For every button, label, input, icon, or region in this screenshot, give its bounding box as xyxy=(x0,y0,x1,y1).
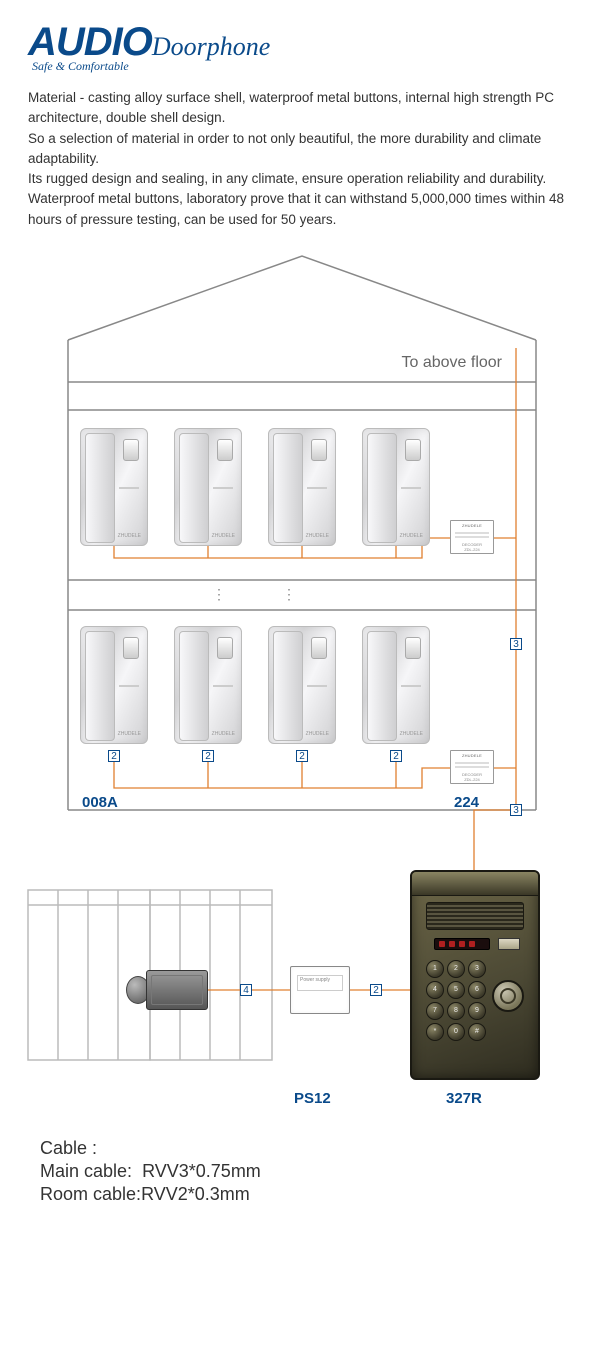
keypad-key: # xyxy=(468,1023,486,1041)
indoor-handset: ZHUDELE xyxy=(362,626,430,744)
ellipsis-icon: ⋮ xyxy=(282,586,304,603)
cable-room: Room cable:RVV2*0.3mm xyxy=(40,1184,580,1205)
cable-main: Main cable: RVV3*0.75mm xyxy=(40,1161,580,1182)
indoor-handset: ZHUDELE xyxy=(362,428,430,546)
pin-label-main: 3 xyxy=(510,804,522,816)
ellipsis-icon: ⋮ xyxy=(212,586,234,603)
keypad-key: 6 xyxy=(468,981,486,999)
keypad-key: 0 xyxy=(447,1023,465,1041)
page-root: AUDIO Doorphone Safe & Comfortable Mater… xyxy=(0,0,600,1235)
wiring-diagram: To above floor ZHUDELE ZHUDELE ZHUDELE Z… xyxy=(22,250,582,1130)
desc-line: So a selection of material in order to n… xyxy=(28,129,580,170)
pin-label-room: 2 xyxy=(390,750,402,762)
indoor-handset: ZHUDELE xyxy=(268,428,336,546)
decoder-model-label: 224 xyxy=(454,794,479,811)
keypad-key: 9 xyxy=(468,1002,486,1020)
pin-label-lock: 4 xyxy=(240,984,252,996)
nameplate-icon xyxy=(498,938,520,950)
keypad-key: 4 xyxy=(426,981,444,999)
indoor-handset: ZHUDELE xyxy=(174,626,242,744)
keypad-key: 3 xyxy=(468,960,486,978)
logo-tagline: Safe & Comfortable xyxy=(32,59,580,74)
call-button-icon xyxy=(492,980,524,1012)
outdoor-model-label: 327R xyxy=(446,1090,482,1107)
indoor-handset: ZHUDELE xyxy=(80,428,148,546)
keypad-key: 7 xyxy=(426,1002,444,1020)
keypad-key: 1 xyxy=(426,960,444,978)
product-description: Material - casting alloy surface shell, … xyxy=(28,88,580,230)
decoder-box: ZHUDELE DECODERZDL-224 xyxy=(450,750,494,784)
power-supply-box: Power supply xyxy=(290,966,350,1014)
decoder-box: ZHUDELE DECODERZDL-224 xyxy=(450,520,494,554)
lock-body-icon xyxy=(146,970,208,1010)
speaker-grille-icon xyxy=(426,902,524,930)
to-above-floor-label: To above floor xyxy=(401,354,502,372)
electric-lock xyxy=(126,968,208,1012)
keypad-key: 5 xyxy=(447,981,465,999)
keypad-key: * xyxy=(426,1023,444,1041)
pin-label-room: 2 xyxy=(108,750,120,762)
keypad: 1 2 3 4 5 6 7 8 9 * 0 # xyxy=(426,960,488,1041)
indoor-handset: ZHUDELE xyxy=(268,626,336,744)
pin-label-room: 2 xyxy=(202,750,214,762)
cable-heading: Cable : xyxy=(40,1138,580,1159)
desc-line: Material - casting alloy surface shell, … xyxy=(28,88,580,129)
ps-sticker: Power supply xyxy=(297,975,343,991)
keypad-key: 2 xyxy=(447,960,465,978)
logo-sub: Doorphone xyxy=(152,32,270,62)
pin-label-main: 3 xyxy=(510,638,522,650)
handset-model-label: 008A xyxy=(82,794,118,811)
desc-line: Its rugged design and sealing, in any cl… xyxy=(28,169,580,189)
ps-model-label: PS12 xyxy=(294,1090,331,1107)
led-display-icon xyxy=(434,938,490,950)
indoor-handset: ZHUDELE xyxy=(80,626,148,744)
keypad-key: 8 xyxy=(447,1002,465,1020)
cable-spec: Cable : Main cable: RVV3*0.75mm Room cab… xyxy=(40,1138,580,1205)
outdoor-station: 1 2 3 4 5 6 7 8 9 * 0 # xyxy=(410,870,540,1080)
desc-line: Waterproof metal buttons, laboratory pro… xyxy=(28,189,580,230)
pin-label-room: 2 xyxy=(296,750,308,762)
pin-label-room: 2 xyxy=(370,984,382,996)
indoor-handset: ZHUDELE xyxy=(174,428,242,546)
